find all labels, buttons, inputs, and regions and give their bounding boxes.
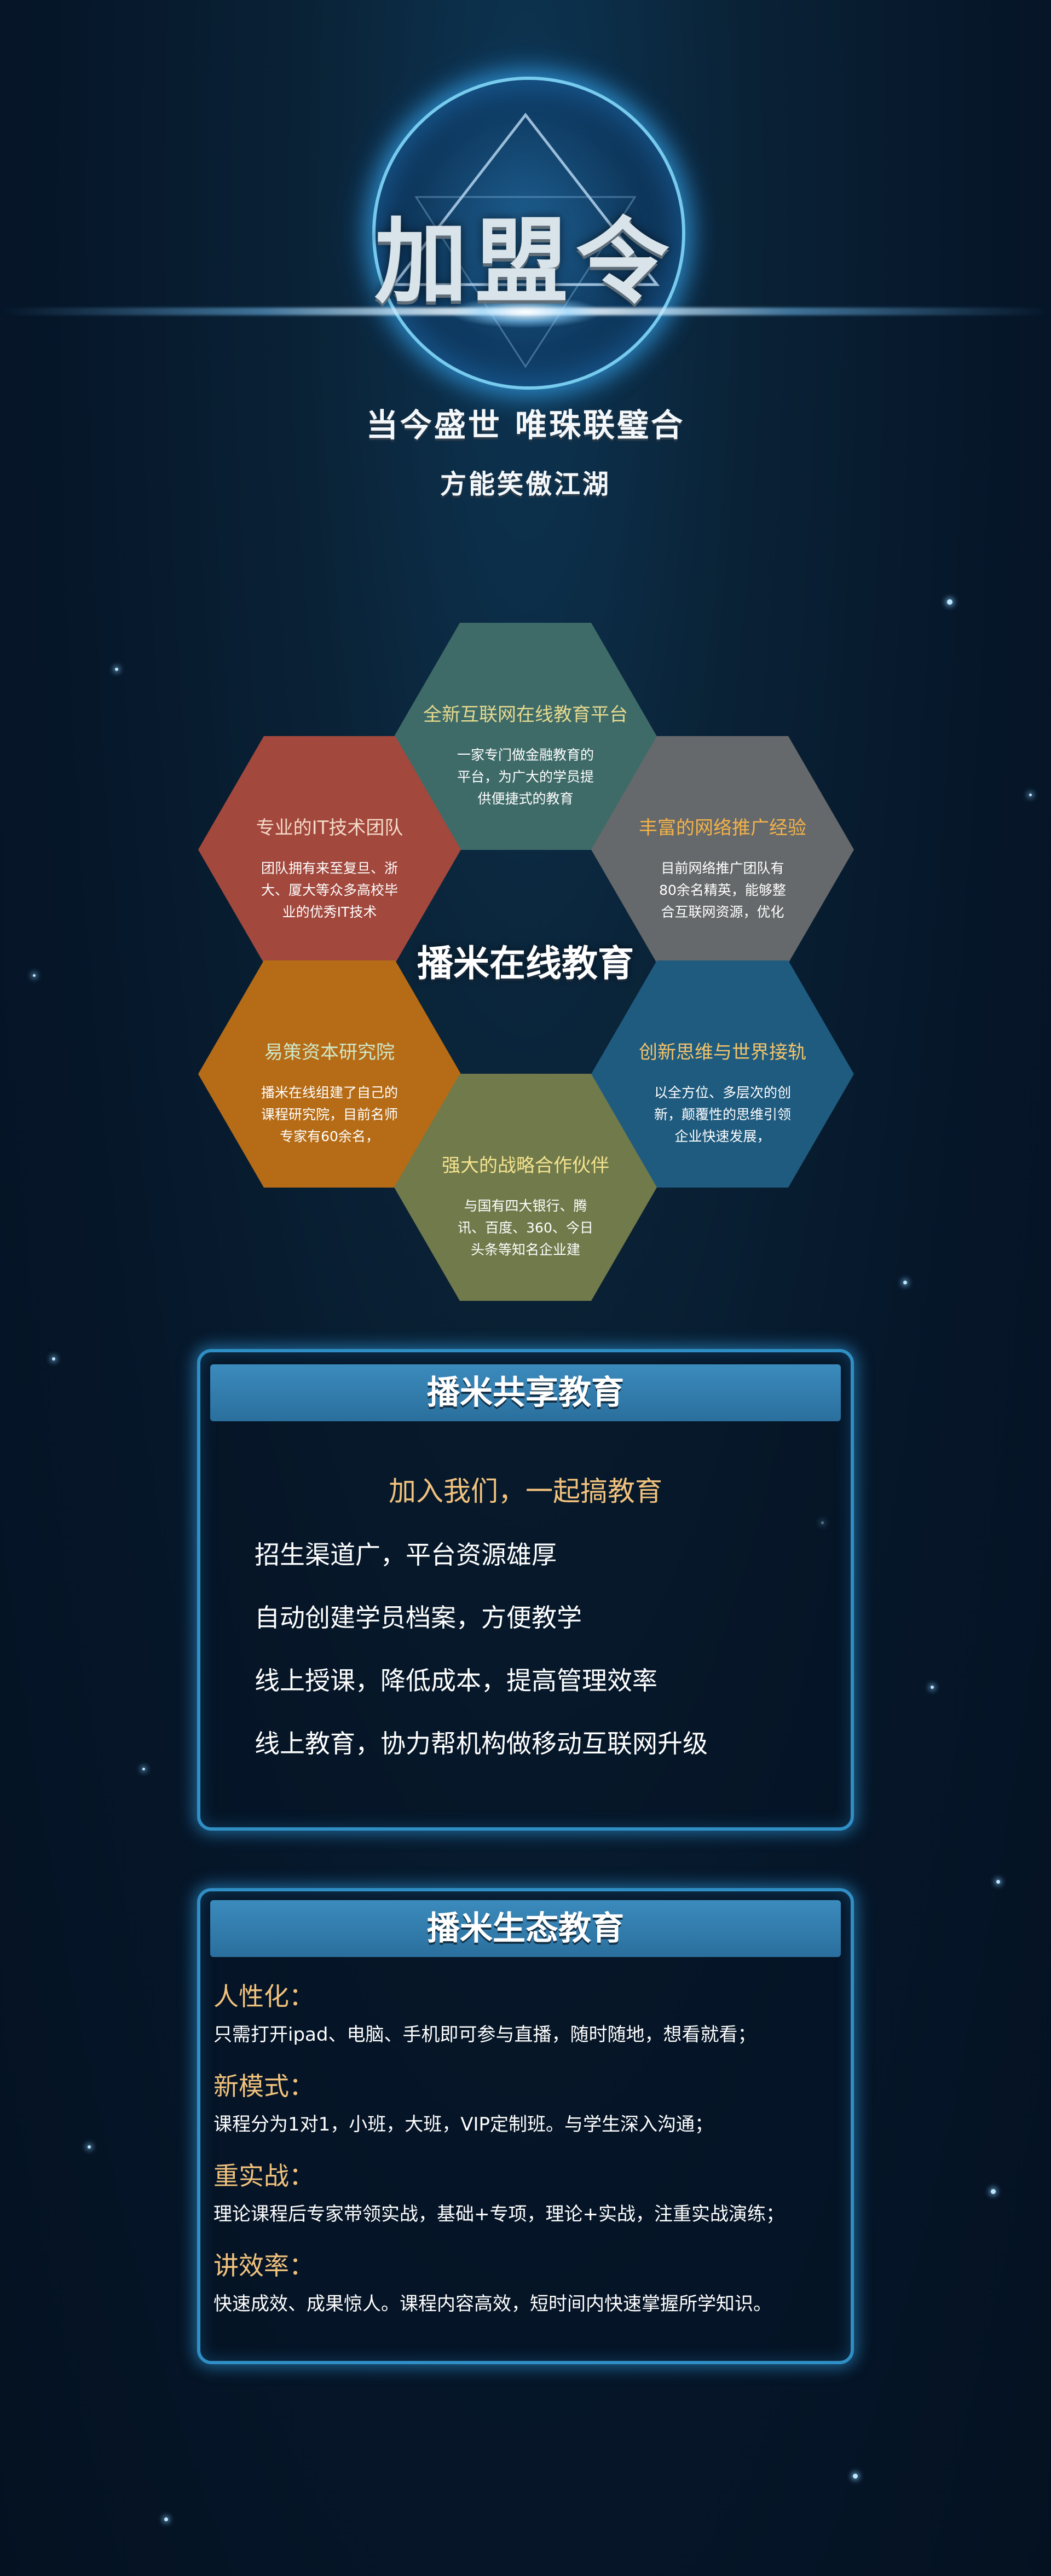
star bbox=[1029, 794, 1032, 796]
hex-cell-title: 全新互联网在线教育平台 bbox=[423, 704, 628, 726]
hex-cell-title: 易策资本研究院 bbox=[264, 1041, 395, 1063]
star bbox=[996, 1880, 1000, 1884]
hex-cell-desc: 播米在线组建了自己的课程研究院，目前名师专家有60余名， bbox=[261, 1085, 399, 1144]
hex-cell-desc: 团队拥有来至复旦、浙大、厦大等众多高校毕业的优秀IT技术 bbox=[261, 860, 399, 920]
panel-header: 播米共享教育 bbox=[210, 1364, 841, 1421]
section-heading: 讲效率： bbox=[213, 2251, 314, 2280]
star bbox=[52, 1357, 55, 1361]
triangle-emblem-icon bbox=[391, 112, 660, 368]
hex-cell-desc: 以全方位、多层次的创新，颠覆性的思维引领企业快速发展， bbox=[654, 1085, 792, 1144]
lens-flare-core bbox=[449, 296, 602, 328]
section-heading: 重实战： bbox=[213, 2161, 314, 2191]
hero-title: 加盟令 bbox=[374, 208, 677, 316]
panel-frame bbox=[197, 1349, 854, 1831]
panel-frame bbox=[197, 1888, 854, 2364]
hex-cell-title: 丰富的网络推广经验 bbox=[639, 817, 806, 839]
star bbox=[88, 2145, 91, 2149]
list-item: 线上教育，协力帮机构做移动互联网升级 bbox=[255, 1729, 708, 1758]
list-item: 自动创建学员档案，方便教学 bbox=[255, 1603, 582, 1633]
section-body: 只需打开ipad、电脑、手机即可参与直播，随时随地，想看就看； bbox=[213, 2024, 757, 2046]
star bbox=[991, 2189, 996, 2194]
hero-subtitle-line1: 当今盛世 唯珠联璧合 bbox=[366, 407, 685, 444]
hex-cell-desc: 与国有四大银行、腾讯、百度、360、今日头条等知名企业建 bbox=[458, 1198, 593, 1258]
shared-education-panel: 播米共享教育 加入我们，一起搞教育 招生渠道广，平台资源雄厚 自动创建学员档案，… bbox=[197, 1349, 854, 1831]
hero-subtitle-line2: 方能笑傲江湖 bbox=[440, 469, 611, 500]
hero-banner: 加盟令 当今盛世 唯珠联璧合 方能笑傲江湖 bbox=[0, 0, 1051, 509]
star bbox=[947, 599, 952, 605]
list-item: 招生渠道广，平台资源雄厚 bbox=[255, 1540, 557, 1570]
star bbox=[931, 1686, 934, 1689]
star bbox=[853, 2474, 858, 2479]
section-heading: 人性化： bbox=[213, 1982, 314, 2011]
hex-cell-desc: 目前网络推广团队有80余名精英，能够整合互联网资源，优化 bbox=[659, 860, 786, 920]
section-body: 快速成效、成果惊人。课程内容高效，短时间内快速掌握所学知识。 bbox=[213, 2293, 772, 2315]
star bbox=[115, 668, 118, 671]
hex-cell-title: 创新思维与世界接轨 bbox=[639, 1041, 806, 1063]
ecosystem-education-panel: 播米生态教育 人性化： 只需打开ipad、电脑、手机即可参与直播，随时随地，想看… bbox=[197, 1888, 854, 2364]
panel-subtitle: 加入我们，一起搞教育 bbox=[389, 1475, 662, 1507]
hex-cell-desc: 一家专门做金融教育的平台，为广大的学员提供便捷式的教育 bbox=[457, 747, 594, 807]
hex-cell-title: 专业的IT技术团队 bbox=[256, 817, 403, 839]
hero-ring bbox=[372, 77, 685, 390]
section-body: 理论课程后专家带领实战，基础+专项，理论+实战，注重实战演练； bbox=[213, 2203, 784, 2225]
section-body: 课程分为1对1，小班，大班，VIP定制班。与学生深入沟通； bbox=[213, 2114, 714, 2135]
star bbox=[903, 1281, 907, 1284]
panel-title: 播米共享教育 bbox=[427, 1374, 624, 1412]
hex-center-title: 播米在线教育 bbox=[417, 942, 634, 985]
panel-title: 播米生态教育 bbox=[427, 1909, 624, 1948]
hex-cell-title: 强大的战略合作伙伴 bbox=[442, 1155, 609, 1177]
list-item: 线上授课，降低成本，提高管理效率 bbox=[255, 1666, 657, 1695]
star bbox=[164, 2517, 168, 2521]
star bbox=[142, 1768, 145, 1770]
section-heading: 新模式： bbox=[213, 2071, 314, 2101]
panel-header: 播米生态教育 bbox=[210, 1900, 841, 1957]
